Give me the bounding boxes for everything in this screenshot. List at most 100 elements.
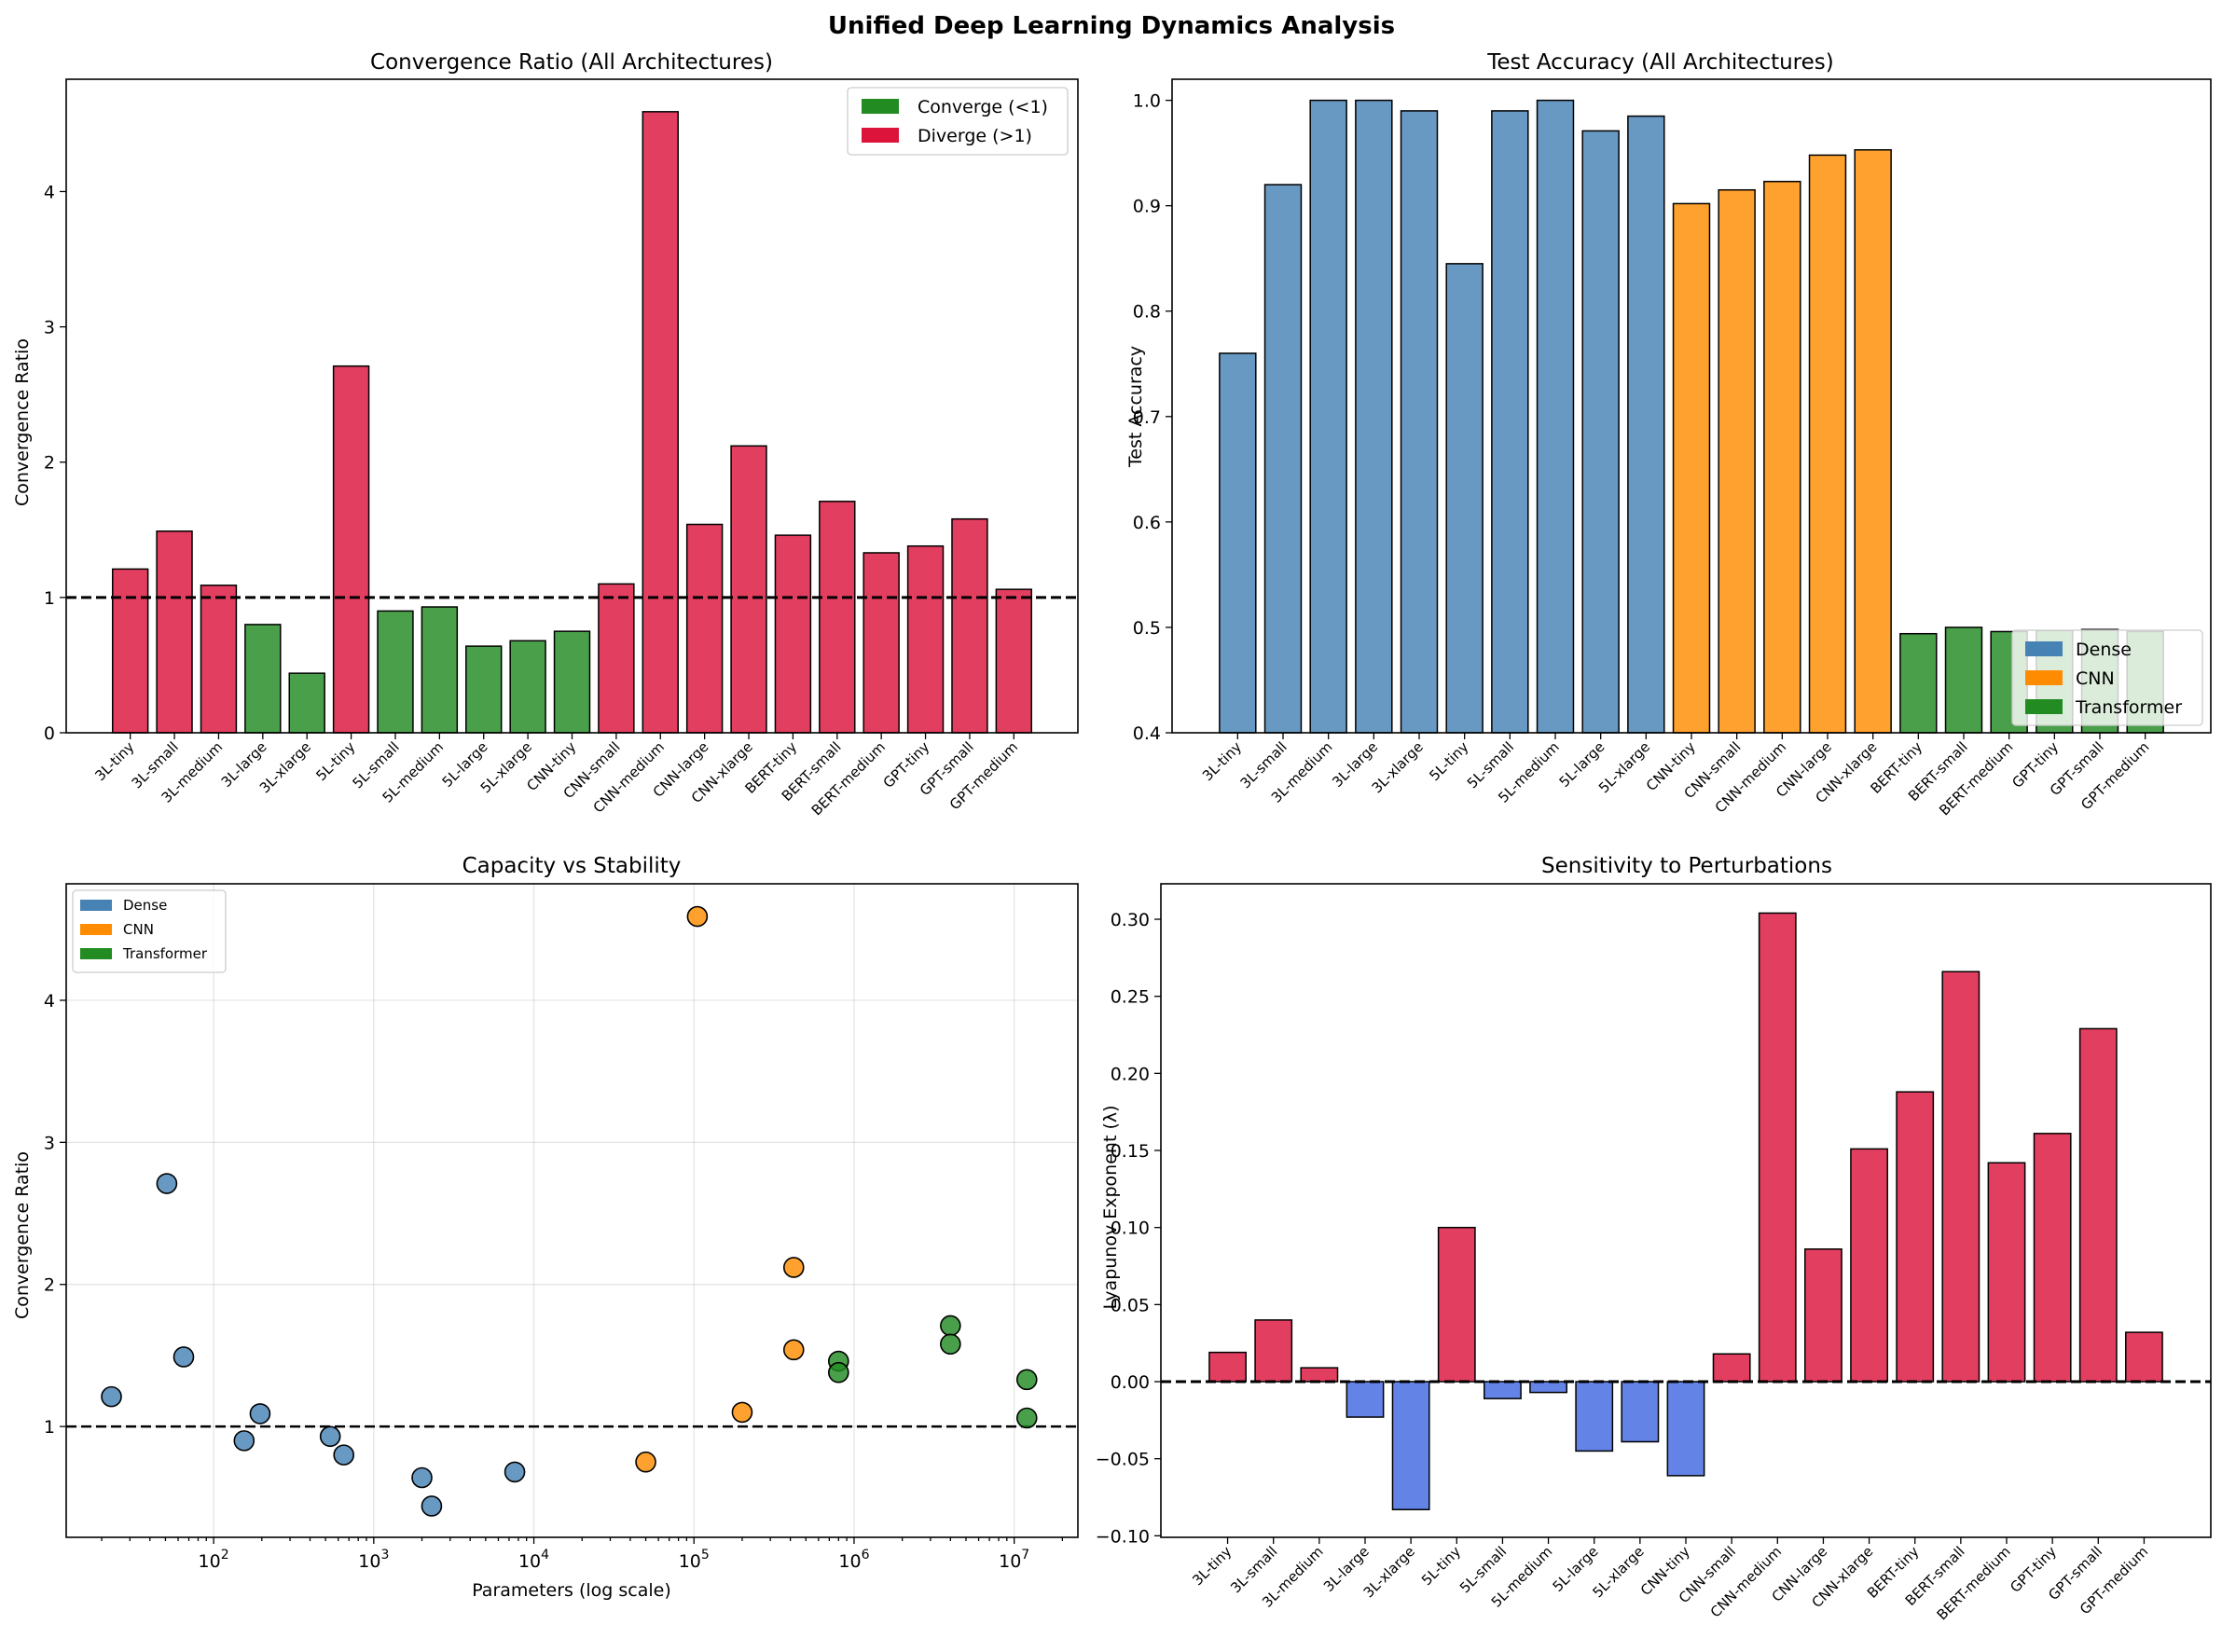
bar-cnn-small: [1718, 188, 1756, 734]
ytick-label: 0: [44, 723, 55, 744]
legend-swatch-converge: [862, 99, 899, 114]
bar-gpt-small: [951, 517, 988, 734]
ytick-label: 0.25: [1111, 987, 1150, 1008]
point-cnn: [731, 1401, 753, 1424]
ytick-label: 0.30: [1111, 910, 1150, 930]
test-accuracy-ylabel: Test Accuracy: [1125, 346, 1146, 468]
bar-cnn-tiny: [1672, 202, 1711, 734]
bar-5l-tiny: [332, 365, 370, 734]
bar-3l-small: [1254, 1319, 1293, 1383]
point-dense: [233, 1430, 255, 1452]
sensitivity-title: Sensitivity to Perturbations: [1541, 854, 1832, 878]
capacity-vs-stability-points: [101, 905, 1038, 1517]
bar-cnn-medium: [1758, 912, 1797, 1383]
legend-label-transformer: Transformer: [122, 945, 208, 962]
convergence-ratio-bars: [111, 111, 1033, 734]
convergence-ratio-panel: Convergence Ratio (All Architectures) Co…: [12, 50, 1079, 819]
bar-bert-tiny: [1896, 1091, 1935, 1383]
bar-3l-medium: [1309, 99, 1347, 734]
sensitivity-xticks: 3L-tiny3L-small3L-medium3L-large3L-xlarg…: [1189, 1537, 2151, 1623]
sensitivity-ylabel: Lyapunov Exponent (λ): [1100, 1105, 1121, 1309]
bar-cnn-tiny: [553, 630, 591, 734]
ytick-label: 2: [44, 1275, 55, 1296]
bar-5l-tiny: [1445, 263, 1484, 734]
bar-5l-medium: [1536, 99, 1575, 734]
bar-cnn-large: [1808, 154, 1847, 734]
convergence-ratio-legend: Converge (<1) Diverge (>1): [847, 87, 1069, 156]
xtick-label: 107: [999, 1548, 1029, 1572]
capacity-vs-stability-xlabel: Parameters (log scale): [472, 1580, 671, 1601]
ytick-label: 0.9: [1133, 197, 1161, 217]
point-dense: [411, 1466, 433, 1489]
sensitivity-axes-frame: [1160, 883, 2212, 1538]
bar-5l-small: [377, 610, 414, 734]
legend-label-dense: Dense: [123, 897, 167, 914]
point-transformer: [828, 1361, 849, 1384]
ytick-label: 4: [44, 182, 55, 202]
capacity-vs-stability-title: Capacity vs Stability: [462, 854, 682, 878]
figure-suptitle: Unified Deep Learning Dynamics Analysis: [828, 12, 1395, 40]
xtick-label: 104: [518, 1548, 549, 1572]
test-accuracy-title: Test Accuracy (All Architectures): [1486, 50, 1833, 75]
bar-bert-small: [819, 501, 856, 734]
bar-gpt-medium: [995, 588, 1033, 734]
ytick-label: 2: [44, 453, 55, 474]
bar-cnn-small: [598, 583, 635, 734]
bar-5l-small: [1491, 110, 1529, 734]
xtick-label: 103: [358, 1548, 389, 1572]
convergence-ratio-ylabel: Convergence Ratio: [12, 338, 33, 506]
ytick-label: 0.8: [1133, 302, 1161, 323]
bar-5l-medium: [421, 606, 459, 734]
xtick-label-5l-tiny: 5L-tiny: [1426, 738, 1471, 784]
sensitivity-yticks: −0.10 −0.05 0.00 0.05 0.10 0.15 0.20 0.25 0.30: [1096, 910, 1161, 1547]
bar-cnn-large: [685, 523, 724, 734]
ytick-label: 3: [44, 1133, 55, 1153]
convergence-ratio-xticks: 3L-tiny3L-small3L-medium3L-large3L-xlarg…: [91, 733, 1021, 819]
legend-label-transformer: Transformer: [2075, 697, 2182, 718]
capacity-vs-stability-panel: Capacity vs Stability Convergence Ratio …: [12, 854, 1079, 1601]
point-transformer: [1015, 1369, 1038, 1391]
legend-swatch-transformer: [80, 948, 112, 959]
bar-5l-medium: [1529, 1381, 1567, 1394]
legend-label-cnn: CNN: [2076, 668, 2115, 689]
bar-3l-tiny: [111, 568, 149, 734]
bar-gpt-medium: [2125, 1331, 2163, 1383]
legend-label-cnn: CNN: [123, 921, 154, 938]
ytick-label: −0.10: [1096, 1526, 1150, 1547]
ytick-label: 1: [44, 1417, 55, 1438]
legend-swatch-diverge: [862, 128, 899, 143]
bar-cnn-medium: [642, 111, 679, 734]
xtick-label-5l-tiny: 5L-tiny: [1418, 1543, 1464, 1589]
capacity-vs-stability-axes-frame: [65, 883, 1079, 1538]
bar-bert-small: [1941, 971, 1980, 1383]
point-cnn: [782, 1257, 805, 1278]
xtick-label: 106: [838, 1548, 869, 1572]
xtick-label-3l-tiny: 3L-tiny: [1199, 738, 1245, 784]
bar-5l-xlarge: [1627, 115, 1665, 734]
bar-3l-tiny: [1208, 1351, 1247, 1383]
bar-3l-xlarge: [1400, 110, 1439, 734]
bar-5l-large: [465, 645, 503, 734]
point-transformer: [1015, 1407, 1038, 1429]
bar-3l-medium: [1300, 1367, 1339, 1383]
bar-3l-xlarge: [288, 672, 325, 734]
point-dense: [421, 1495, 443, 1517]
test-accuracy-yticks: 0.4 0.5 0.6 0.7 0.8 0.9 1.0: [1133, 91, 1172, 744]
ytick-label: 0.05: [1111, 1295, 1150, 1315]
ytick-label: −0.05: [1096, 1450, 1150, 1470]
bar-gpt-small: [2078, 1027, 2118, 1383]
ytick-label: 4: [44, 991, 55, 1012]
legend-swatch-cnn: [80, 924, 112, 935]
bar-cnn-medium: [1763, 180, 1801, 734]
bar-gpt-tiny: [2033, 1133, 2072, 1383]
bar-5l-xlarge: [509, 640, 546, 734]
test-accuracy-panel: Test Accuracy (All Architectures) Test A…: [1125, 50, 2212, 819]
test-accuracy-xticks: 3L-tiny3L-small3L-medium3L-large3L-xlarg…: [1199, 733, 2152, 819]
point-transformer: [940, 1333, 961, 1356]
legend-swatch-cnn: [2025, 670, 2063, 685]
ytick-label: 0.5: [1133, 618, 1161, 639]
ytick-label: 0.10: [1111, 1218, 1150, 1239]
legend-swatch-dense: [2025, 641, 2063, 656]
ytick-label: 0.15: [1111, 1141, 1150, 1162]
